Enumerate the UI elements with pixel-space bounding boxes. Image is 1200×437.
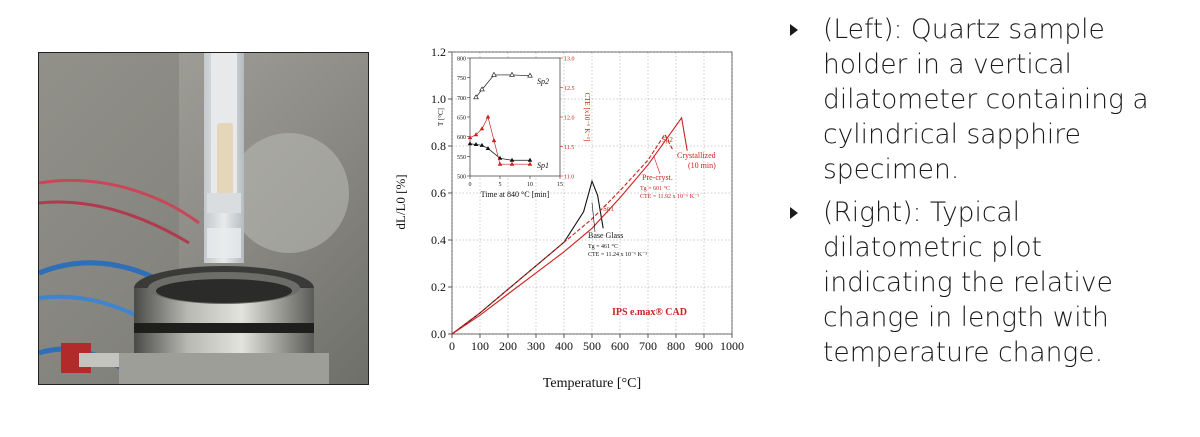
inset-sp2-point [491, 71, 497, 77]
inset-sp2-point [527, 72, 533, 78]
inset-left-tick-label: 700 [457, 96, 466, 102]
y-axis-label: dL/L0 [%] [393, 174, 408, 229]
x-tick-label: 0 [449, 339, 455, 353]
plot-curves [451, 116, 688, 335]
pre-cryst-pointer [653, 155, 661, 175]
inset-left-label: T [°C] [437, 108, 445, 126]
inset-x-ticks: 0 5 10 15 [469, 176, 563, 188]
inset-left-ticks: 500 550 600 650 700 750 800 [457, 57, 470, 181]
dilatometric-plot: 0.0 0.2 0.4 0.6 0.8 1.0 1.2 0 100 200 300 400 500 60… [385, 42, 755, 402]
inset-series [467, 71, 533, 166]
x-tick-label: 400 [555, 339, 573, 353]
inset-right-ticks: 11.0 11.5 12.0 12.5 13.0 [560, 57, 575, 181]
pre-cryst-tg: Tg = 601 °C [640, 185, 670, 192]
x-axis-label: Temperature [°C] [543, 376, 641, 391]
x-tick-label: 1000 [720, 339, 744, 353]
y-tick-label: 0.2 [431, 280, 446, 294]
base-glass-cte: CTE = 11.24 x 10⁻⁶ K⁻¹ [588, 252, 647, 258]
x-tick-label: 300 [527, 339, 545, 353]
inset-sp1-point [467, 141, 473, 146]
pre-cryst-title: Pre-cryst. [642, 173, 673, 182]
inset-cte-point [467, 135, 473, 140]
inset-cte-point [527, 161, 533, 166]
crystallized-curve [451, 116, 688, 335]
y-tick-label: 0.0 [431, 327, 446, 341]
inset-right-tick-label: 11.0 [564, 175, 574, 181]
inset-right-tick-label: 12.5 [564, 86, 575, 92]
inset-cte-point [497, 161, 503, 166]
bullet-right-text: (Right): Typical dilatometric plot indic… [823, 197, 1113, 368]
inset-sp2-point [479, 86, 485, 92]
inset-cte-point [479, 126, 485, 131]
inset-sp1-label: Sp1 [537, 161, 549, 170]
inset-sp1-point [473, 142, 479, 147]
dilatometric-chart: 0.00.20.40.60.81.01.2 0 100 200 300 400 500 60… [393, 45, 744, 391]
bullet-left-text: (Left): Quartz sample holder in a vertic… [823, 14, 1149, 185]
inset-right-tick-label: 12.0 [564, 116, 575, 122]
inset-x-tick-label: 10 [527, 182, 533, 188]
inset-cte-point [473, 132, 479, 137]
inset-sp1-point [527, 157, 533, 162]
inset-sp1-point [485, 145, 491, 150]
base-glass-pointer [591, 202, 596, 233]
inset-x-tick-label: 15 [557, 182, 563, 188]
inset-left-tick-label: 750 [457, 76, 466, 82]
inset-cte-point [485, 114, 491, 119]
inset-left-tick-label: 650 [457, 116, 466, 122]
bullet-right: (Right): Typical dilatometric plot indic… [778, 195, 1178, 370]
sp2-marker-label: Sp2 [662, 136, 673, 144]
x-tick-label: 200 [499, 339, 517, 353]
inset-left-tick-label: 600 [457, 135, 466, 141]
dilatometer-photo [38, 52, 369, 385]
inset-sp1-point [509, 157, 515, 162]
inset-sp2-point [509, 71, 515, 77]
inset-x-label: Time at 840 °C [min] [481, 190, 550, 199]
base-glass-curve [451, 179, 604, 335]
y-tick-label: 0.8 [431, 139, 446, 153]
y-tick-label: 0.4 [431, 233, 446, 247]
photo-illustration [39, 53, 368, 384]
pre-cryst-cte: CTE = 11.92 x 10⁻⁶ K⁻¹ [640, 194, 699, 200]
crystallized-sub: (10 min) [688, 161, 716, 170]
base-glass-tg: Tg = 461 °C [588, 243, 618, 250]
y-tick-label: 1.2 [431, 45, 446, 59]
pre-cryst-curve [451, 133, 674, 335]
base-glass-title: Base Glass [588, 231, 623, 240]
sp1-marker-label: Sp1 [603, 205, 614, 213]
y-tick-label: 0.6 [431, 186, 446, 200]
inset-cte-point [491, 138, 497, 143]
plot-grid [451, 51, 733, 335]
inset-chart: 500 550 600 650 700 750 800 11.0 11.5 12.0 12.5 13… [437, 57, 591, 200]
inset-left-tick-label: 550 [457, 155, 466, 161]
x-tick-label: 800 [667, 339, 685, 353]
inset-cte-point [509, 161, 515, 166]
x-tick-label: 500 [583, 339, 601, 353]
brand-label: IPS e.max® CAD [612, 307, 687, 318]
x-tick-label: 600 [611, 339, 629, 353]
x-tick-label: 100 [471, 339, 489, 353]
inset-x-tick-label: 5 [499, 182, 502, 188]
inset-right-tick-label: 11.5 [564, 145, 574, 151]
inset-left-tick-label: 800 [457, 57, 466, 63]
inset-sp1-point [479, 142, 485, 147]
inset-frame [469, 57, 561, 177]
y-tick-label: 1.0 [431, 92, 446, 106]
x-axis-ticks: 0 100 200 300 400 500 600 700 800 900 1000 [449, 334, 744, 353]
triangle-bullet-icon [790, 207, 798, 219]
triangle-bullet-icon [790, 24, 798, 36]
y-axis-ticks: 0.0 0.2 0.4 0.6 0.8 1.0 1.2 [431, 45, 452, 341]
x-tick-label: 900 [695, 339, 713, 353]
inset-right-tick-label: 13.0 [564, 57, 575, 63]
inset-cte-line [469, 116, 530, 165]
description-bullets: (Left): Quartz sample holder in a vertic… [778, 12, 1178, 378]
x-tick-label: 700 [639, 339, 657, 353]
inset-sp2-point [473, 94, 479, 100]
inset-x-tick-label: 0 [469, 182, 472, 188]
inset-left-tick-label: 500 [457, 175, 466, 181]
inset-right-label: CTE [x10⁻⁶ K⁻¹] [583, 93, 591, 142]
bullet-left: (Left): Quartz sample holder in a vertic… [778, 12, 1178, 187]
crystallized-title: Crystallized [677, 151, 716, 160]
inset-sp2-label: Sp2 [537, 77, 549, 86]
